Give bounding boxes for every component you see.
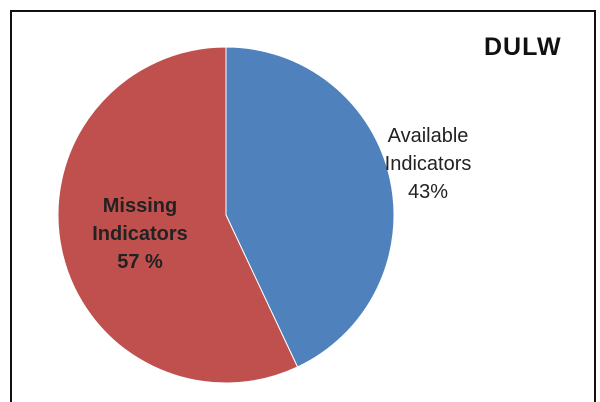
chart-title: DULW — [484, 33, 562, 61]
slice-name-line: Missing — [103, 195, 177, 217]
slice-name-line: Indicators — [92, 223, 188, 245]
pie-slice-available — [225, 46, 395, 368]
slice-percent-label: 43% — [408, 181, 448, 203]
slice-name-line: Indicators — [385, 153, 472, 175]
slice-label-missing: Missing Indicators 57 % — [92, 195, 188, 273]
slices-layer — [57, 46, 395, 384]
labels-layer: Available Indicators 43% Missing Indicators 5… — [92, 125, 471, 273]
pie-slice-missing — [57, 46, 299, 384]
slice-name-line: Available — [388, 125, 469, 147]
slice-label-available: Available Indicators 43% — [385, 125, 472, 203]
slice-percent-label: 57 % — [117, 251, 163, 273]
